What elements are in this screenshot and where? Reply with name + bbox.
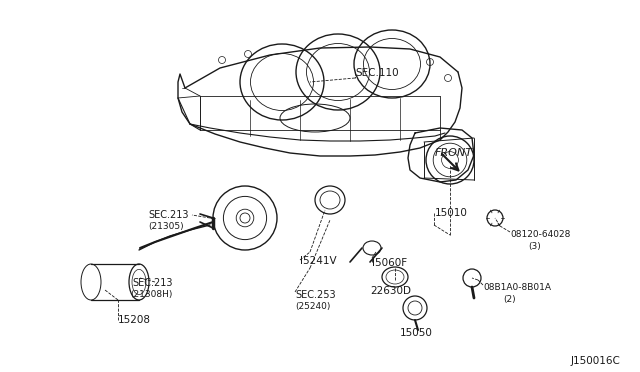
Text: (25240): (25240)	[295, 302, 330, 311]
Text: SEC.253: SEC.253	[295, 290, 335, 300]
Text: 15010: 15010	[435, 208, 468, 218]
Text: (2): (2)	[503, 295, 516, 304]
Text: 08B1A0-8B01A: 08B1A0-8B01A	[483, 283, 551, 292]
Text: FRONT: FRONT	[435, 148, 473, 158]
Text: (21308H): (21308H)	[130, 290, 172, 299]
Text: (21305): (21305)	[148, 222, 184, 231]
Text: I5060F: I5060F	[372, 258, 407, 268]
Text: 22630D: 22630D	[370, 286, 411, 296]
Text: SEC.110: SEC.110	[355, 68, 399, 78]
Text: I5241V: I5241V	[300, 256, 337, 266]
Text: 08120-64028: 08120-64028	[510, 230, 570, 239]
Text: J150016C: J150016C	[570, 356, 620, 366]
Text: 15208: 15208	[118, 315, 151, 325]
Text: SEC.213: SEC.213	[148, 210, 189, 220]
Text: SEC.213: SEC.213	[132, 278, 173, 288]
Text: 15050: 15050	[400, 328, 433, 338]
Text: (3): (3)	[528, 242, 541, 251]
